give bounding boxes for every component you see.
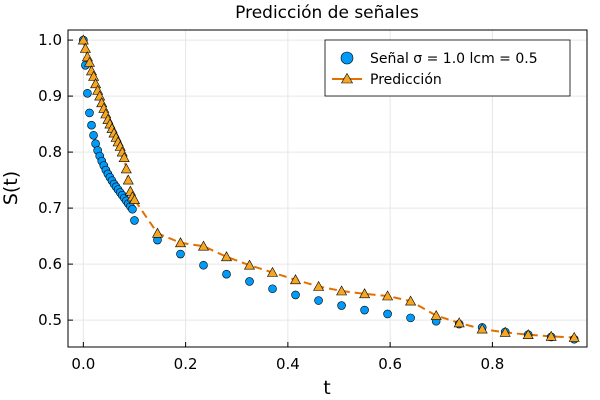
prediction-point: [79, 42, 91, 53]
prediction-point: [359, 288, 371, 299]
prediction-point: [118, 152, 130, 162]
plot-area: [77, 34, 580, 344]
prediction-point: [124, 185, 136, 196]
y-tick-label: 1.0: [38, 31, 62, 49]
prediction-point: [336, 285, 348, 296]
y-tick-label: 0.7: [38, 199, 62, 217]
y-tick-label: 0.8: [38, 143, 62, 161]
x-tick-label: 0.0: [71, 355, 95, 373]
x-tick-label: 0.6: [378, 355, 402, 373]
signal-point: [314, 296, 323, 305]
signal-point: [245, 277, 254, 286]
axis-ticks: 0.0 0.2 0.4 0.6 0.8 0.5 0.6 0.7 0.8 0.9 1.0: [38, 31, 504, 373]
prediction-point: [568, 331, 580, 342]
prediction-point: [476, 323, 488, 334]
signal-point: [337, 301, 346, 310]
signal-point: [85, 108, 94, 118]
y-tick-label: 0.5: [38, 311, 62, 329]
signal-point: [222, 269, 231, 279]
prediction-point: [313, 280, 325, 291]
x-tick-label: 0.2: [174, 355, 198, 373]
y-tick-label: 0.9: [38, 87, 62, 105]
legend-label-prediction: Predicción: [370, 72, 442, 88]
signal-point: [406, 313, 415, 323]
prediction-point: [382, 290, 394, 301]
prediction-point: [430, 309, 442, 320]
prediction-point: [289, 274, 302, 285]
prediction-point: [545, 330, 557, 341]
legend-label-signal: Señal σ = 1.0 lcm = 0.5: [370, 51, 538, 67]
x-axis-label: t: [323, 377, 330, 399]
prediction-point: [94, 90, 106, 101]
legend-marker-signal: [340, 51, 354, 65]
prediction-point: [266, 266, 279, 277]
signal-point: [199, 260, 208, 270]
signal-point: [176, 249, 185, 259]
prediction-point: [151, 227, 164, 238]
prediction-point: [77, 34, 89, 45]
prediction-point: [174, 237, 187, 248]
x-tick-label: 0.4: [276, 355, 300, 373]
signal-point: [83, 88, 92, 98]
prediction-point: [453, 317, 465, 328]
legend-box: [324, 39, 571, 97]
y-tick-label: 0.6: [38, 255, 62, 273]
prediction-point: [128, 194, 141, 204]
prediction-point: [122, 174, 134, 185]
signal-point: [89, 130, 98, 140]
y-axis-label: S(t): [0, 171, 22, 205]
signal-point: [268, 284, 277, 294]
signal-point: [87, 120, 96, 130]
prediction-point: [197, 240, 210, 251]
prediction-point: [405, 295, 417, 306]
prediction-point: [220, 251, 233, 262]
prediction-point: [88, 70, 100, 81]
legend: Señal σ = 1.0 lcm = 0.5 Predicción: [324, 39, 571, 97]
signal-point: [360, 305, 369, 315]
prediction-point: [499, 326, 511, 337]
signal-point: [383, 309, 392, 319]
prediction-point: [83, 56, 96, 67]
prediction-point: [522, 329, 534, 340]
x-tick-label: 0.8: [480, 355, 504, 373]
chart-title: Predicción de señales: [235, 3, 419, 23]
signal-point: [130, 216, 139, 225]
prediction-point: [90, 78, 102, 89]
signal-point: [128, 204, 137, 214]
legend-marker-prediction: [340, 72, 354, 84]
prediction-point: [243, 259, 256, 270]
prediction-point: [120, 163, 132, 174]
signal-point: [291, 290, 300, 300]
plot-frame: [67, 29, 588, 348]
